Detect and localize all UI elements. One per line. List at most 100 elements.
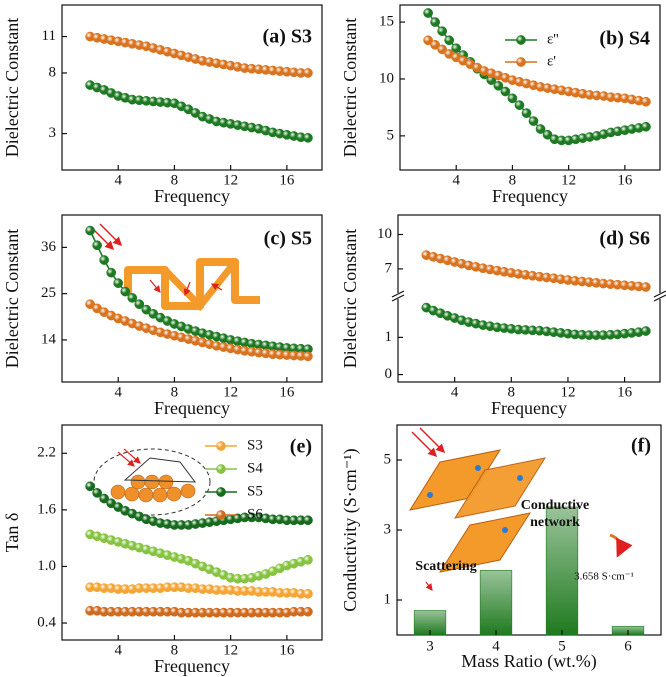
data-point <box>430 39 440 50</box>
annotation: Conductive <box>521 498 589 513</box>
x-tick-label: 12 <box>223 172 238 188</box>
legend-marker <box>216 441 226 451</box>
y-tick-label: 3 <box>384 521 392 537</box>
plot-frame <box>61 424 323 641</box>
x-tick-label: 16 <box>279 172 295 188</box>
inset-c <box>91 223 260 312</box>
y-tick-label: 36 <box>41 239 57 255</box>
x-tick-label: 16 <box>617 384 633 400</box>
data-point <box>641 121 651 132</box>
axis-break-gap <box>394 292 402 299</box>
data-point <box>542 129 553 140</box>
data-point <box>303 554 313 565</box>
data-point <box>437 26 448 37</box>
x-tick-label: 5 <box>558 638 566 654</box>
bar <box>545 506 579 636</box>
y-tick-label: 10 <box>377 226 392 242</box>
data-point <box>430 17 440 27</box>
x-tick-label: 12 <box>223 384 238 400</box>
axis-break <box>391 294 405 302</box>
y-tick-label: 3 <box>49 125 57 141</box>
data-point <box>141 304 152 315</box>
data-point <box>85 481 95 492</box>
data-point <box>303 606 313 617</box>
data-point <box>127 293 138 303</box>
panel-title: (f) <box>631 435 651 457</box>
panel-title: (c) S5 <box>264 228 312 250</box>
data-point <box>507 93 518 104</box>
legend-marker <box>216 464 226 474</box>
y-axis-label: Dielectric Constant <box>340 18 360 157</box>
y-axis-label: Dielectric Constant <box>2 18 22 157</box>
data-point <box>303 588 313 599</box>
x-tick-label: 3 <box>426 638 434 654</box>
y-axis-label: Tan δ <box>2 513 22 553</box>
y-axis-label: Conductivity (S·cm⁻¹) <box>340 448 361 611</box>
y-tick-label: 0.4 <box>37 614 56 630</box>
data-point <box>99 493 110 504</box>
data-point <box>437 44 448 55</box>
x-tick-label: 4 <box>492 638 500 654</box>
y-tick-label: 1.6 <box>37 501 56 517</box>
x-tick-label: 4 <box>114 384 122 400</box>
legend-label: S6 <box>247 506 263 522</box>
data-point <box>303 515 313 526</box>
legend-label: ε'' <box>547 31 559 47</box>
data-point <box>423 8 433 18</box>
legend-label: S5 <box>247 483 263 499</box>
data-point <box>493 80 504 91</box>
y-tick-label: 0 <box>385 366 393 382</box>
y-tick-label: 8 <box>49 64 57 80</box>
x-axis-label: Frequency <box>491 398 567 418</box>
panel-title: (d) S6 <box>599 228 650 250</box>
data-point <box>99 255 110 265</box>
legend-marker <box>516 35 526 45</box>
data-point <box>444 35 455 46</box>
x-axis-label: Mass Ratio (wt.%) <box>461 651 596 672</box>
y-axis-label: Dielectric Constant <box>340 229 360 368</box>
y-tick-label: 2.2 <box>37 445 56 461</box>
x-tick-label: 16 <box>617 172 633 188</box>
x-tick-label: 4 <box>114 642 122 658</box>
plot-frame <box>396 424 662 636</box>
x-axis-label: Frequency <box>154 398 230 418</box>
x-tick-label: 16 <box>279 642 295 658</box>
data-point <box>92 240 102 251</box>
axis-break-gap <box>656 292 664 299</box>
data-point <box>303 68 313 78</box>
legend-marker <box>216 510 226 520</box>
axis-break <box>653 294 666 302</box>
plot-frame <box>61 4 323 171</box>
data-point <box>92 488 102 498</box>
legend-marker <box>516 57 526 67</box>
axis-break <box>653 290 666 298</box>
x-tick-label: 12 <box>223 642 238 658</box>
y-tick-label: 1 <box>384 591 392 607</box>
y-tick-label: 5 <box>384 451 392 467</box>
plot-frame <box>399 4 661 171</box>
x-tick-label: 6 <box>624 638 632 654</box>
x-tick-label: 16 <box>279 384 295 400</box>
y-tick-label: 5 <box>387 127 395 143</box>
x-axis-label: Frequency <box>154 656 230 676</box>
y-tick-label: 25 <box>41 285 56 301</box>
data-point <box>423 35 433 46</box>
plot-frame <box>61 214 323 383</box>
y-tick-label: 10 <box>379 70 394 86</box>
y-tick-label: 1.0 <box>37 558 56 574</box>
y-tick-label: 1 <box>385 329 393 345</box>
panel-title: (e) <box>290 436 312 458</box>
x-tick-label: 8 <box>171 172 179 188</box>
data-point <box>640 282 651 292</box>
data-point <box>85 225 95 236</box>
y-tick-label: 7 <box>385 260 393 276</box>
inset-e <box>93 448 211 516</box>
bar <box>479 569 513 636</box>
x-axis-label: Frequency <box>154 186 230 206</box>
data-point <box>500 86 511 97</box>
x-tick-label: 12 <box>560 384 575 400</box>
data-point <box>514 100 525 110</box>
data-point <box>521 108 532 118</box>
annotation: Scattering <box>415 559 476 574</box>
x-tick-label: 4 <box>452 172 460 188</box>
